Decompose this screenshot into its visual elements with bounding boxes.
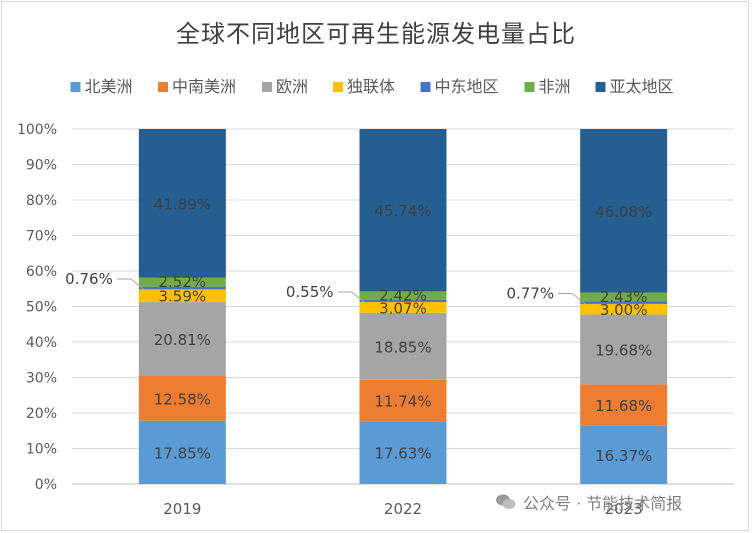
legend-swatch: [420, 82, 431, 92]
legend-swatch: [333, 82, 343, 92]
wechat-icon: [495, 493, 517, 511]
bar-segment-中东地区: [359, 299, 447, 302]
x-tick-label: 2022: [384, 500, 422, 518]
y-tick-label: 90%: [26, 158, 57, 174]
data-label: 0.55%: [286, 283, 334, 301]
legend-label: 中东地区: [435, 77, 499, 96]
legend-swatch: [262, 82, 272, 92]
bar-segment-独联体: [138, 289, 226, 303]
bar-segment-北美洲: [138, 420, 226, 484]
legend-swatch: [595, 82, 606, 92]
legend-label: 北美洲: [85, 77, 133, 96]
bar-segment-亚太地区: [138, 129, 226, 278]
y-tick-label: 10%: [26, 442, 57, 458]
bar-segment-非洲: [138, 277, 226, 287]
bar-segment-非洲: [580, 292, 668, 302]
bar-segment-独联体: [580, 303, 668, 315]
data-label: 45.74%: [374, 202, 431, 220]
y-tick-label: 50%: [26, 300, 57, 316]
data-label: 3.00%: [600, 301, 648, 319]
legend-swatch: [70, 82, 81, 92]
legend-label: 非洲: [539, 77, 571, 96]
data-label: 11.68%: [595, 397, 652, 415]
bar-segment-欧洲: [359, 312, 447, 380]
legend-label: 独联体: [347, 77, 395, 96]
y-tick-label: 0%: [35, 477, 57, 493]
y-tick-label: 20%: [26, 406, 57, 422]
bar-segment-中东地区: [580, 301, 668, 304]
watermark: 公众号 · 节能技术简报: [495, 490, 682, 514]
bar-segment-中东地区: [138, 286, 226, 290]
legend-label: 亚太地区: [610, 77, 674, 96]
data-label: 0.77%: [507, 285, 555, 303]
data-label: 12.58%: [154, 390, 211, 408]
legend-swatch: [158, 82, 168, 92]
data-label: 20.81%: [154, 331, 211, 349]
y-tick-label: 80%: [26, 193, 57, 209]
legend-label: 欧洲: [276, 77, 308, 96]
data-label: 2.52%: [159, 273, 207, 291]
data-label: 17.85%: [154, 444, 211, 462]
bar-segment-中南美洲: [580, 384, 668, 426]
legend-swatch: [524, 82, 535, 92]
data-label: 2.42%: [379, 287, 427, 305]
bar-segment-中南美洲: [359, 379, 447, 422]
bar-segment-欧洲: [580, 314, 668, 385]
data-label: 3.59%: [159, 288, 207, 306]
y-tick-label: 100%: [17, 122, 57, 138]
data-label: 18.85%: [374, 338, 431, 356]
bar-segment-亚太地区: [359, 129, 447, 292]
bar-segment-欧洲: [138, 302, 226, 376]
y-tick-label: 30%: [26, 371, 57, 387]
bar-segment-中南美洲: [138, 375, 226, 421]
data-label: 16.37%: [595, 447, 652, 465]
data-label-leader: [337, 291, 366, 304]
data-label: 11.74%: [374, 393, 431, 411]
bar-segment-亚太地区: [580, 128, 668, 293]
data-label: 41.89%: [154, 195, 211, 213]
x-tick-label: 2023: [605, 500, 643, 518]
data-label: 3.07%: [379, 299, 427, 317]
bar-segment-独联体: [359, 301, 447, 313]
data-label: 0.76%: [65, 270, 113, 288]
data-label-leader: [116, 278, 146, 291]
data-label: 17.63%: [374, 445, 431, 463]
data-label-leader: [558, 293, 587, 305]
y-tick-label: 60%: [26, 264, 57, 280]
data-label: 2.43%: [600, 288, 648, 306]
bar-segment-北美洲: [359, 421, 447, 484]
y-tick-label: 40%: [26, 335, 57, 351]
data-label: 19.68%: [595, 341, 652, 359]
chart-title: 全球不同地区可再生能源发电量占比: [176, 20, 576, 48]
legend-label: 中南美洲: [172, 77, 236, 96]
y-tick-label: 70%: [26, 229, 57, 245]
bar-segment-北美洲: [580, 425, 668, 484]
data-label: 46.08%: [595, 203, 652, 221]
bar-segment-非洲: [359, 291, 447, 300]
watermark-text: 公众号 · 节能技术简报: [523, 494, 683, 513]
x-tick-label: 2019: [163, 500, 201, 518]
